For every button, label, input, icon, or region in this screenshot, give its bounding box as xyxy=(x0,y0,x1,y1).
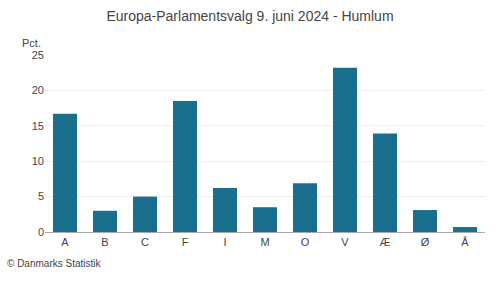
svg-text:0: 0 xyxy=(38,226,44,238)
svg-text:Ø: Ø xyxy=(421,236,430,248)
svg-text:10: 10 xyxy=(32,155,44,167)
svg-text:Europa-Parlamentsvalg 9. juni: Europa-Parlamentsvalg 9. juni 2024 - Hum… xyxy=(106,8,393,24)
svg-text:B: B xyxy=(101,236,108,248)
svg-text:15: 15 xyxy=(32,120,44,132)
svg-text:F: F xyxy=(182,236,189,248)
svg-text:Å: Å xyxy=(461,236,469,248)
svg-text:A: A xyxy=(61,236,69,248)
svg-text:© Danmarks Statistik: © Danmarks Statistik xyxy=(7,258,102,269)
svg-text:O: O xyxy=(301,236,310,248)
svg-text:20: 20 xyxy=(32,84,44,96)
svg-text:V: V xyxy=(341,236,349,248)
svg-text:I: I xyxy=(223,236,226,248)
svg-text:C: C xyxy=(141,236,149,248)
svg-text:M: M xyxy=(260,236,269,248)
svg-text:5: 5 xyxy=(38,190,44,202)
svg-text:Æ: Æ xyxy=(380,236,391,248)
svg-text:Pct.: Pct. xyxy=(22,37,41,49)
svg-text:25: 25 xyxy=(32,49,44,61)
